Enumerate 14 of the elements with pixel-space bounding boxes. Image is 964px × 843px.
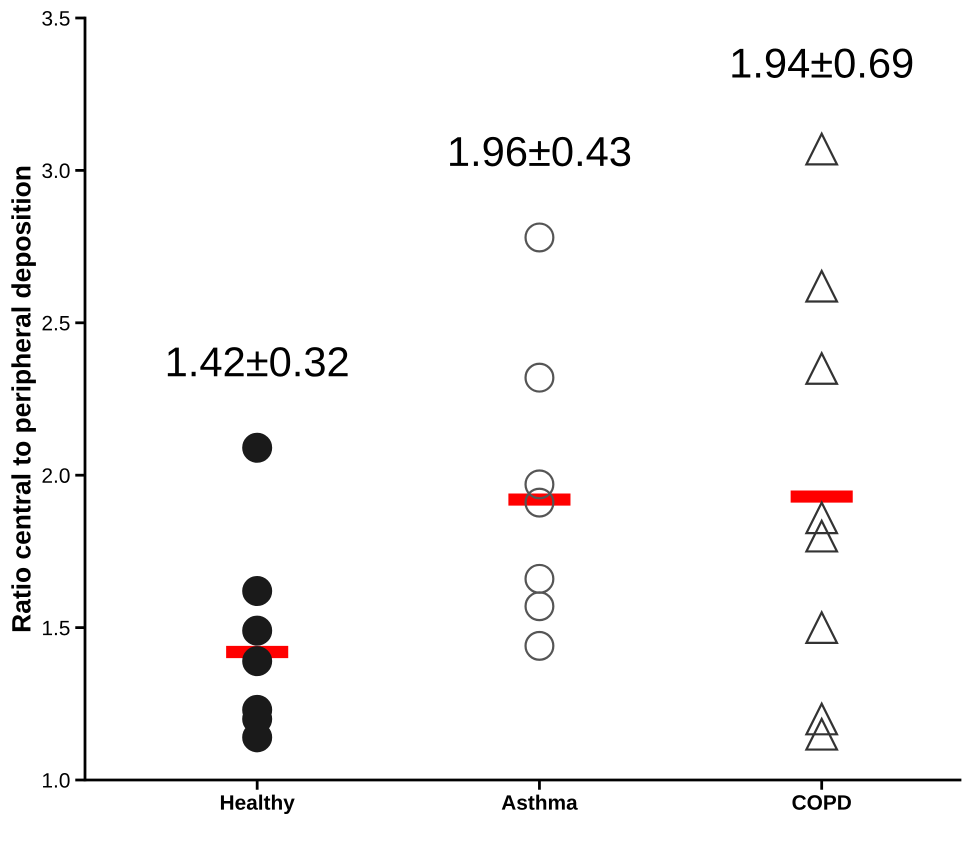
x-tick-label: Asthma [502, 794, 578, 810]
y-tick-label: 2.0 [42, 468, 70, 483]
y-tick-label: 3.0 [42, 163, 70, 178]
x-tick-label: Healthy [220, 794, 295, 814]
y-tick-label: 2.5 [42, 316, 70, 331]
x-tick-label: COPD [792, 795, 851, 810]
y-tick-label: 1.5 [43, 620, 70, 636]
y-tick-label: 3.5 [42, 11, 70, 26]
y-axis-title: Ratio central to peripheral deposition [11, 166, 36, 632]
y-tick-label: 1.0 [43, 773, 70, 788]
bar [790, 490, 853, 503]
annotation: 1.42±0.32 [168, 347, 348, 377]
annotation: 1.96±0.43 [450, 136, 630, 166]
annotation: 1.94±0.69 [732, 48, 912, 78]
